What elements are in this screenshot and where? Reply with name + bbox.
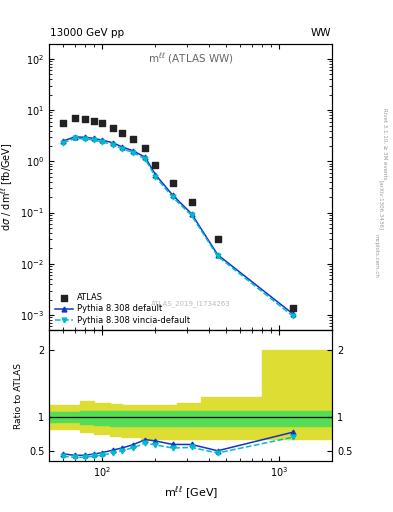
Pythia 8.308 vincia-default (170, 194, 175, 200)
Text: 13000 GeV pp: 13000 GeV pp (50, 28, 125, 38)
Text: ATLAS_2019_I1734263: ATLAS_2019_I1734263 (151, 301, 230, 307)
Pythia 8.308 vincia-default (111, 142, 116, 148)
Pythia 8.308 vincia-default (290, 313, 295, 319)
Pythia 8.308 vincia-default (215, 253, 220, 260)
Y-axis label: d$\sigma$ / dm$^{\ell\ell}$ [fb/GeV]: d$\sigma$ / dm$^{\ell\ell}$ [fb/GeV] (0, 143, 15, 231)
Pythia 8.308 vincia-default (143, 156, 148, 162)
Text: mcplots.cern.ch: mcplots.cern.ch (374, 234, 378, 278)
Pythia 8.308 default (61, 138, 66, 144)
ATLAS (72, 114, 78, 122)
Text: [arXiv:1306.3436]: [arXiv:1306.3436] (378, 180, 383, 230)
Text: Rivet 3.1.10, ≥ 3M events: Rivet 3.1.10, ≥ 3M events (383, 108, 387, 179)
Pythia 8.308 default (111, 140, 116, 146)
Pythia 8.308 default (215, 252, 220, 258)
Y-axis label: Ratio to ATLAS: Ratio to ATLAS (14, 362, 23, 429)
Line: Pythia 8.308 vincia-default: Pythia 8.308 vincia-default (61, 136, 295, 318)
Pythia 8.308 vincia-default (120, 146, 125, 152)
ATLAS (290, 304, 296, 312)
Pythia 8.308 vincia-default (100, 139, 105, 145)
ATLAS (130, 135, 136, 143)
Pythia 8.308 default (290, 311, 295, 317)
Pythia 8.308 vincia-default (73, 135, 77, 141)
ATLAS (60, 119, 66, 127)
ATLAS (169, 179, 176, 187)
ATLAS (110, 124, 116, 132)
Pythia 8.308 default (120, 144, 125, 150)
Pythia 8.308 default (153, 172, 158, 178)
Pythia 8.308 vincia-default (153, 174, 158, 180)
Pythia 8.308 default (143, 154, 148, 160)
Pythia 8.308 default (92, 135, 97, 141)
Pythia 8.308 vincia-default (92, 137, 97, 143)
Pythia 8.308 default (100, 137, 105, 143)
Pythia 8.308 default (83, 134, 88, 140)
X-axis label: m$^{\ell\ell}$ [GeV]: m$^{\ell\ell}$ [GeV] (163, 485, 218, 501)
Pythia 8.308 vincia-default (61, 140, 66, 146)
ATLAS (152, 161, 159, 169)
Pythia 8.308 vincia-default (189, 212, 194, 219)
ATLAS (99, 119, 105, 127)
ATLAS (119, 130, 125, 138)
ATLAS (215, 235, 221, 243)
ATLAS (91, 117, 97, 125)
Text: WW: WW (311, 28, 331, 38)
Text: m$^{\ell\ell}$ (ATLAS WW): m$^{\ell\ell}$ (ATLAS WW) (148, 51, 233, 66)
ATLAS (142, 144, 149, 153)
Pythia 8.308 default (73, 134, 77, 140)
Legend: ATLAS, Pythia 8.308 default, Pythia 8.308 vincia-default: ATLAS, Pythia 8.308 default, Pythia 8.30… (53, 292, 191, 326)
Pythia 8.308 default (131, 148, 136, 154)
ATLAS (188, 198, 195, 206)
Pythia 8.308 default (170, 192, 175, 198)
Line: Pythia 8.308 default: Pythia 8.308 default (61, 135, 295, 316)
Pythia 8.308 vincia-default (131, 150, 136, 156)
Pythia 8.308 default (189, 210, 194, 217)
ATLAS (82, 115, 88, 123)
Pythia 8.308 vincia-default (83, 136, 88, 142)
